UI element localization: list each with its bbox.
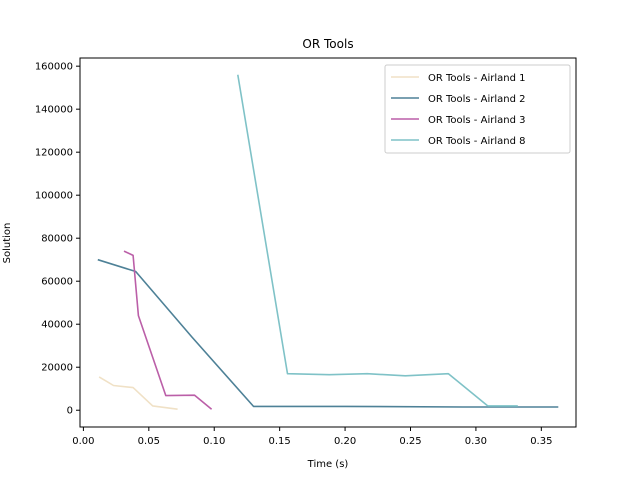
y-tick-label: 140000: [35, 105, 73, 116]
x-tick-label: 0.35: [530, 436, 552, 447]
series-line: [97, 258, 559, 408]
y-tick-label: 40000: [41, 320, 73, 331]
y-axis-label: Solution: [2, 223, 13, 264]
chart-title: OR Tools: [302, 37, 353, 51]
legend-label: OR Tools - Airland 3: [428, 115, 525, 126]
x-axis-ticks: 0.00 0.05 0.10 0.15 0.20 0.25 0.30 0.35: [72, 427, 552, 447]
legend: OR Tools - Airland 1 OR Tools - Airland 2…: [384, 64, 571, 154]
series-line: [123, 250, 213, 410]
x-tick-label: 0.00: [72, 436, 94, 447]
legend-box: [384, 64, 571, 154]
y-tick-label: 60000: [41, 277, 73, 288]
y-tick-label: 100000: [35, 191, 73, 202]
y-tick-label: 80000: [41, 234, 73, 245]
series-line: [237, 74, 518, 407]
legend-label: OR Tools - Airland 2: [428, 94, 525, 105]
y-tick-label: 0: [67, 406, 73, 417]
x-tick-label: 0.30: [465, 436, 487, 447]
x-tick-label: 0.10: [203, 436, 225, 447]
y-tick-label: 160000: [35, 62, 73, 73]
x-tick-label: 0.25: [399, 436, 421, 447]
x-tick-label: 0.20: [334, 436, 356, 447]
series-line: [98, 376, 178, 410]
y-axis-ticks: 0 20000 40000 60000 80000 100000 120000 140000 1…: [35, 62, 80, 417]
y-tick-label: 20000: [41, 363, 73, 374]
plot-frame: [79, 57, 577, 428]
legend-label: OR Tools - Airland 8: [428, 136, 525, 147]
y-tick-label: 120000: [35, 148, 73, 159]
x-tick-label: 0.15: [269, 436, 291, 447]
legend-label: OR Tools - Airland 1: [428, 73, 525, 84]
x-tick-label: 0.05: [138, 436, 160, 447]
x-axis-label: Time (s): [307, 459, 349, 470]
series-layer: [97, 74, 559, 410]
